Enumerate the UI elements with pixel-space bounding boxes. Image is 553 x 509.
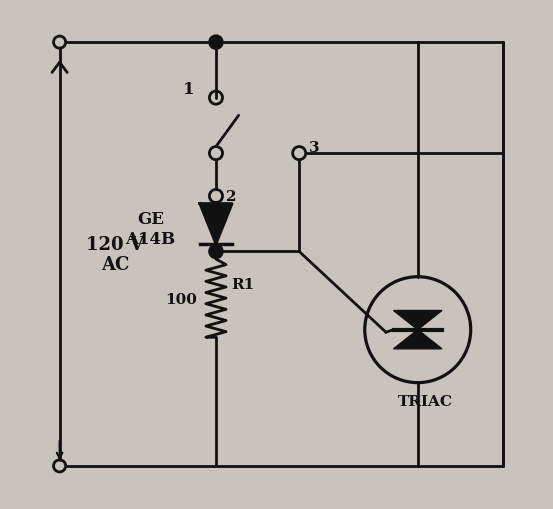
Text: R1: R1	[231, 277, 254, 292]
Polygon shape	[394, 311, 442, 330]
Circle shape	[209, 245, 223, 259]
Text: 2: 2	[226, 190, 237, 204]
Text: 120 V
AC: 120 V AC	[86, 235, 144, 274]
Polygon shape	[394, 330, 442, 349]
Text: GE
A14B: GE A14B	[126, 211, 175, 247]
Text: 3: 3	[309, 140, 320, 154]
Text: 1: 1	[183, 80, 195, 97]
Text: 100: 100	[165, 293, 197, 306]
Text: TRIAC: TRIAC	[398, 394, 452, 409]
Circle shape	[209, 36, 223, 50]
Polygon shape	[200, 204, 232, 244]
